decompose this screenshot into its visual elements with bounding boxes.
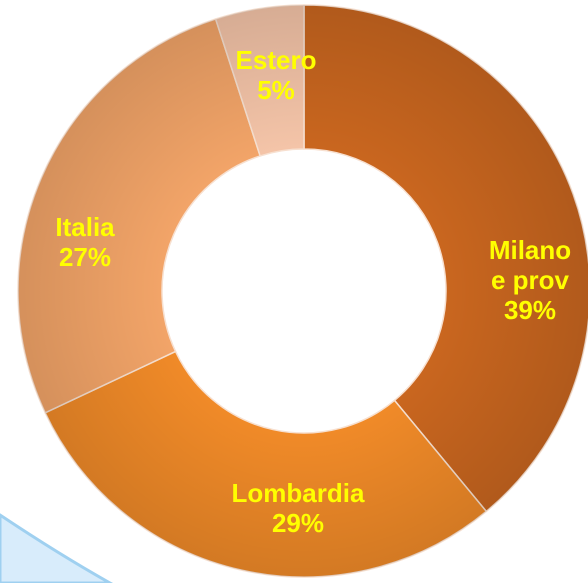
slice-label: Italia 27% (25, 212, 145, 272)
value-label: 27% (58, 242, 112, 272)
shading (18, 5, 588, 577)
slices (17, 4, 588, 578)
category-label: Estero (235, 45, 317, 75)
value-label: 5% (257, 75, 295, 105)
slice-label: Milano e prov 39% (483, 235, 578, 325)
slice-label: Estero 5% (221, 45, 331, 105)
category-label: Italia (55, 212, 115, 242)
decoration (0, 513, 114, 583)
category-label: Lombardia (231, 478, 365, 508)
category-label: Milano e prov (488, 235, 572, 295)
value-label: 29% (271, 508, 325, 538)
value-label: 39% (503, 295, 557, 325)
slice-label: Lombardia 29% (198, 478, 398, 538)
